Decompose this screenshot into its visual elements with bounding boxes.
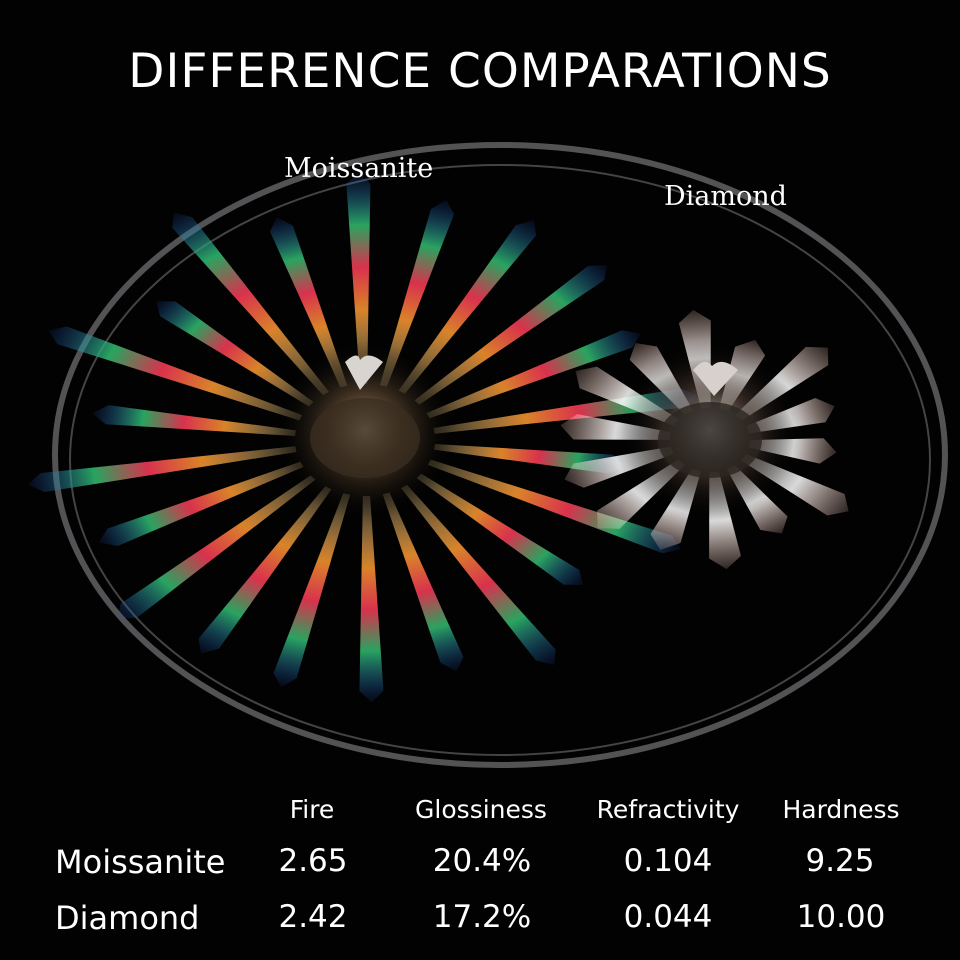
diamond-photo-label: Diamond xyxy=(664,181,787,212)
moissanite-light-ray xyxy=(273,493,351,688)
moissanite-light-ray xyxy=(398,220,537,394)
moissanite-light-ray xyxy=(48,326,303,421)
moissanite-light-ray xyxy=(156,301,314,407)
moissanite-light-ray xyxy=(382,492,464,672)
moissanite-light-ray xyxy=(172,212,329,396)
moissanite-light-ray xyxy=(427,459,682,554)
moissanite-light-ray xyxy=(117,475,316,619)
moissanite-fire-burst xyxy=(27,172,699,703)
moissanite-light-ray xyxy=(270,217,348,388)
moissanite-light-ray xyxy=(426,330,641,419)
moissanite-light-ray xyxy=(416,473,584,585)
moissanite-light-ray xyxy=(27,446,297,493)
diamond-gem xyxy=(693,361,738,396)
diamond-gem-reflection xyxy=(658,402,762,478)
dish-rim xyxy=(52,142,948,768)
moissanite-gem-reflection xyxy=(310,398,420,478)
moissanite-light-ray xyxy=(99,461,304,546)
moissanite-light-ray xyxy=(198,486,332,654)
moissanite-gem xyxy=(345,355,383,390)
moissanite-light-ray xyxy=(346,172,371,385)
dish-rim-inner xyxy=(69,164,931,756)
moissanite-light-ray xyxy=(379,200,455,387)
moissanite-light-ray xyxy=(401,484,556,665)
moissanite-light-ray xyxy=(414,265,608,405)
page-title: DIFFERENCE COMPARATIONS xyxy=(128,44,832,99)
moissanite-light-ray xyxy=(92,405,296,437)
moissanite-light-ray xyxy=(359,495,384,703)
moissanite-photo-label: Moissanite xyxy=(284,153,434,184)
